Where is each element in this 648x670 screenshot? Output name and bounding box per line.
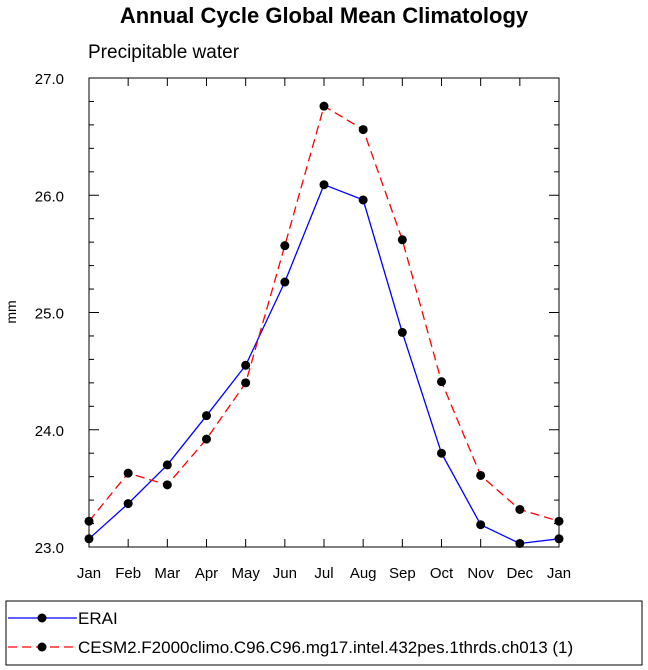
legend-box — [5, 600, 643, 666]
y-tick-label: 24.0 — [35, 423, 64, 440]
y-tick-label: 27.0 — [35, 71, 64, 88]
series-1-point — [241, 360, 251, 370]
x-tick-label: Aug — [350, 565, 377, 582]
x-tick-label: Sep — [389, 565, 416, 582]
x-tick-label: Feb — [115, 565, 141, 582]
x-tick-label: May — [231, 565, 260, 582]
x-tick-label: Nov — [467, 565, 494, 582]
x-tick-label: Jul — [314, 565, 333, 582]
y-tick-label: 25.0 — [35, 306, 64, 323]
y-tick-label: 23.0 — [35, 540, 64, 557]
series-1-point — [123, 499, 133, 509]
series-2-point — [476, 470, 486, 480]
series-2-point — [202, 434, 211, 444]
series-2-point — [358, 125, 368, 135]
series-2-point — [437, 377, 446, 387]
x-tick-label: Jan — [77, 565, 101, 582]
series-1-point — [397, 327, 407, 337]
series-2-point — [515, 504, 525, 514]
x-tick-label: Dec — [506, 565, 533, 582]
legend-marker-1 — [37, 613, 47, 623]
series-line-2 — [88, 105, 560, 522]
x-tick-label: Oct — [430, 565, 454, 582]
x-tick-label: Mar — [154, 565, 180, 582]
series-2-point — [241, 378, 251, 388]
series-2-point — [397, 235, 407, 245]
series-1-point — [162, 460, 172, 470]
x-tick-label: Jun — [273, 565, 297, 582]
series-2-point — [319, 101, 329, 111]
x-tick-label: Jan — [547, 565, 571, 582]
series-2-point — [554, 516, 564, 526]
y-tick-label: 26.0 — [35, 188, 64, 205]
series-layer — [84, 101, 564, 548]
series-1-point — [476, 520, 486, 530]
series-1-point — [515, 538, 525, 548]
series-1-point — [280, 277, 290, 287]
chart-subtitle: Precipitable water — [88, 42, 240, 63]
series-1-point — [319, 180, 329, 190]
plot-frame — [88, 77, 560, 548]
series-1-point — [84, 534, 94, 544]
chart-title: Annual Cycle Global Mean Climatology — [120, 3, 529, 28]
series-1-point — [358, 195, 368, 205]
legend-marker-2 — [37, 642, 47, 652]
series-2-point — [84, 516, 94, 526]
axis-ticks: Jan Feb Mar Apr May Jun Jul Aug Sep Oct Nov Dec Jan 2… — [35, 71, 571, 582]
legend-label-1: ERAI — [78, 609, 118, 628]
x-tick-label: Apr — [195, 565, 218, 582]
legend-label-2: CESM2.F2000climo.C96.C96.mg17.intel.432p… — [78, 638, 573, 657]
legend: ERAI CESM2.F2000climo.C96.C96.mg17.intel.… — [8, 609, 573, 657]
y-axis-label: mm — [3, 300, 19, 323]
series-2-point — [162, 480, 172, 490]
series-1-point — [437, 448, 446, 458]
series-1-point — [554, 534, 564, 544]
series-2-point — [123, 468, 133, 478]
series-line-1 — [88, 183, 560, 545]
series-1-point — [202, 411, 211, 421]
series-2-point — [280, 241, 290, 251]
